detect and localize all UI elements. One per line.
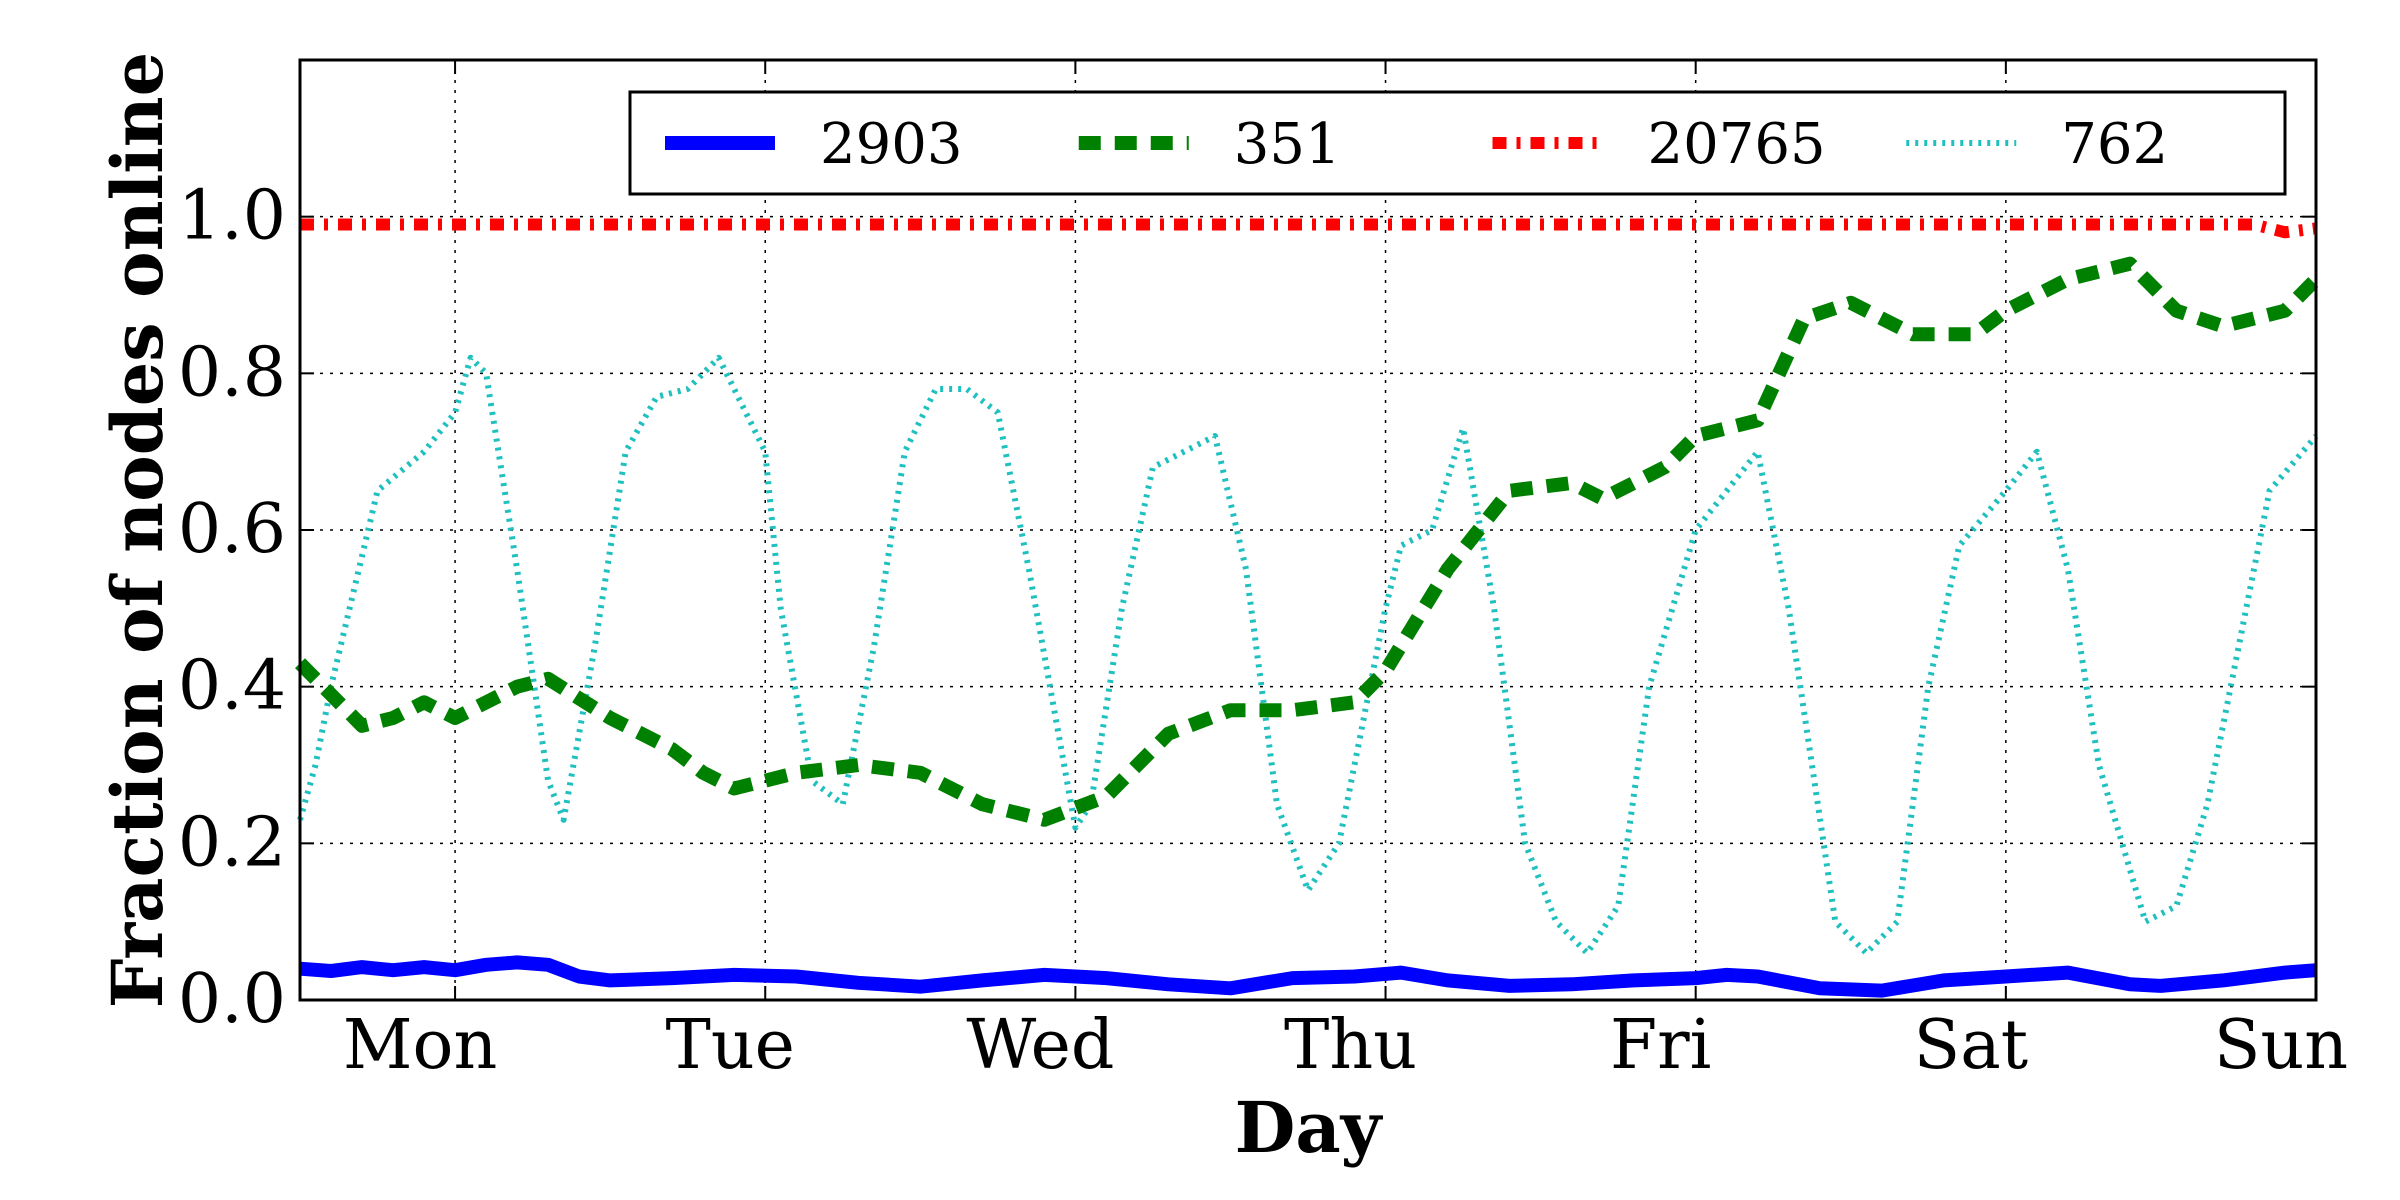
- x-tick-label: Sat: [1914, 1006, 2028, 1085]
- legend-label-2903: 2903: [820, 112, 963, 177]
- series-lines: [295, 218, 2321, 998]
- series-line-2903: [299, 955, 2317, 998]
- series-line-351: [295, 256, 2321, 827]
- x-axis-title: Day: [1235, 1086, 1384, 1169]
- x-tick-label: Sun: [2214, 1006, 2348, 1085]
- x-tick-label: Tue: [666, 1006, 795, 1085]
- series-line-762: [297, 354, 2319, 956]
- x-tick-label: Wed: [966, 1006, 1114, 1085]
- legend-label-20765: 20765: [1648, 112, 1826, 177]
- legend-label-351: 351: [1234, 112, 1341, 177]
- legend-label-762: 762: [2061, 112, 2168, 177]
- x-tick-label: Thu: [1284, 1006, 1417, 1085]
- ticks: Mon Tue Wed Thu Fri Sat Sun 0.0 0.2 0.4 0.6 0.8 1.0: [178, 60, 2348, 1085]
- legend-box: [628, 90, 2287, 196]
- legend: 2903 351 20765 762: [628, 90, 2287, 196]
- y-tick-label: 1.0: [178, 177, 286, 256]
- y-axis-title: Fraction of nodes online: [96, 52, 179, 1008]
- x-tick-label: Mon: [343, 1006, 497, 1085]
- series-line-20765: [300, 218, 2317, 239]
- y-tick-label: 0.4: [178, 647, 286, 726]
- y-tick-label: 0.0: [178, 960, 286, 1039]
- grid: [300, 60, 2317, 1000]
- y-tick-label: 0.8: [178, 333, 286, 412]
- y-tick-label: 0.2: [178, 803, 286, 882]
- y-tick-label: 0.6: [178, 490, 286, 569]
- x-tick-label: Fri: [1610, 1006, 1711, 1085]
